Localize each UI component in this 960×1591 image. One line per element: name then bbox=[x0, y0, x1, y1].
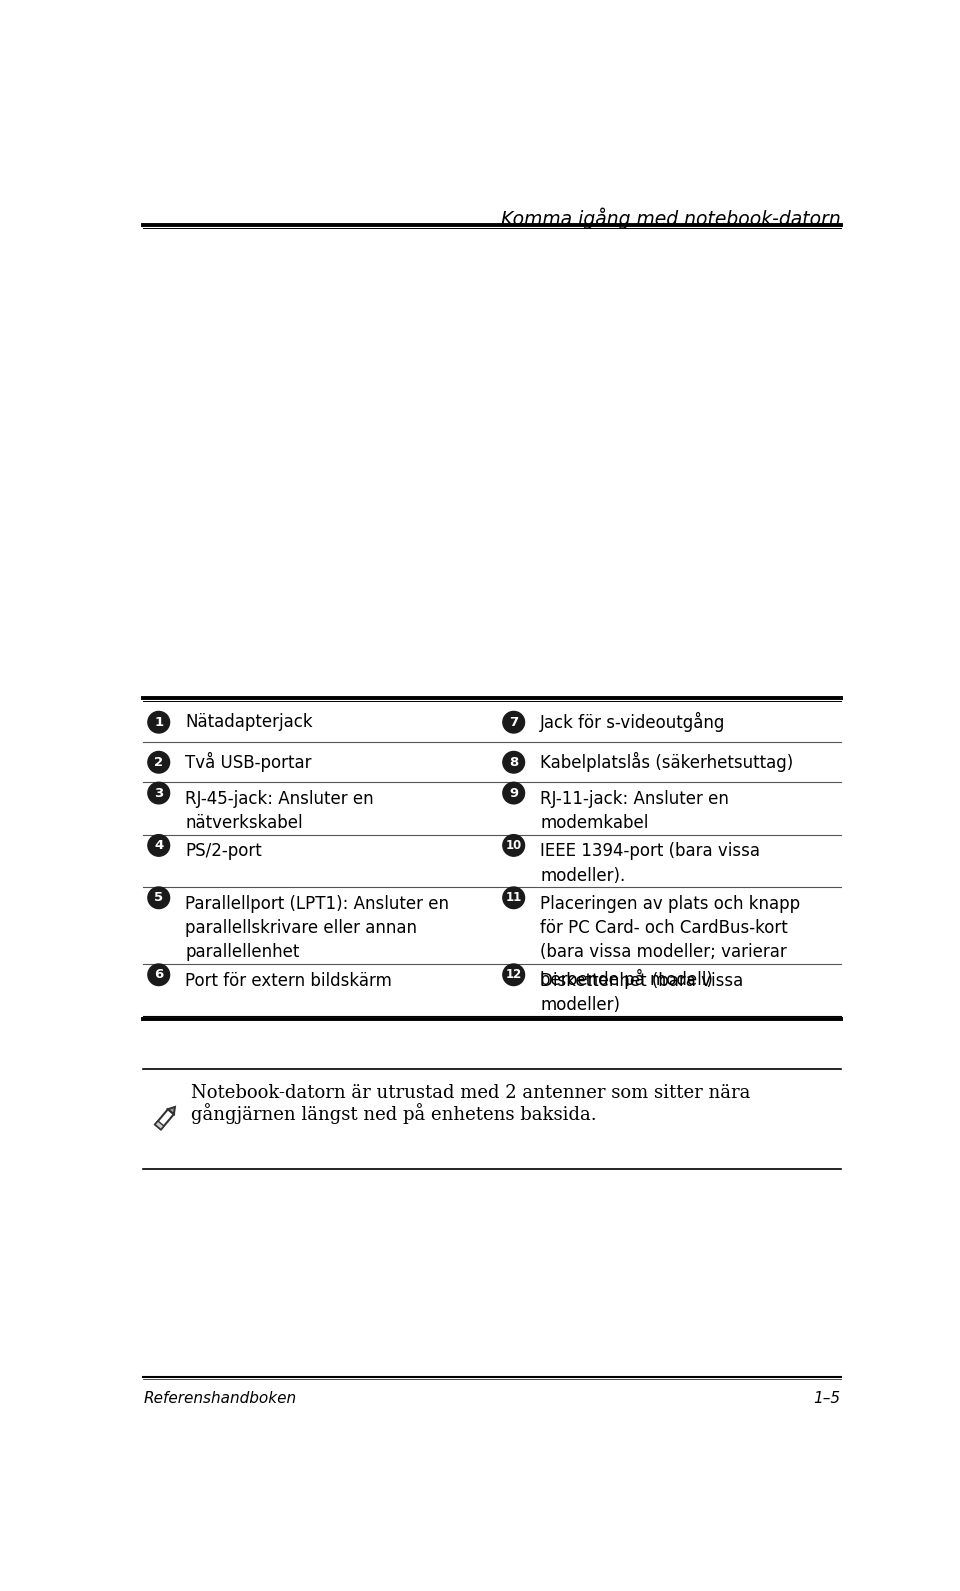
Text: gångjärnen längst ned på enhetens baksida.: gångjärnen längst ned på enhetens baksid… bbox=[191, 1103, 597, 1123]
Text: 8: 8 bbox=[509, 756, 518, 768]
Text: Komma igång med notebook-datorn: Komma igång med notebook-datorn bbox=[501, 208, 841, 229]
Circle shape bbox=[503, 751, 524, 773]
Circle shape bbox=[148, 711, 170, 733]
Polygon shape bbox=[168, 1107, 175, 1114]
Text: 10: 10 bbox=[506, 838, 522, 851]
Polygon shape bbox=[155, 1109, 174, 1130]
Text: 11: 11 bbox=[506, 891, 522, 904]
Text: 3: 3 bbox=[155, 786, 163, 800]
Text: RJ-45-jack: Ansluter en
nätverkskabel: RJ-45-jack: Ansluter en nätverkskabel bbox=[185, 791, 373, 832]
Text: IEEE 1394-port (bara vissa
modeller).: IEEE 1394-port (bara vissa modeller). bbox=[540, 842, 760, 885]
Text: Port för extern bildskärm: Port för extern bildskärm bbox=[185, 972, 392, 990]
Text: Nätadapterjack: Nätadapterjack bbox=[185, 713, 313, 732]
Text: 6: 6 bbox=[155, 969, 163, 982]
Circle shape bbox=[148, 783, 170, 803]
Circle shape bbox=[148, 964, 170, 985]
Circle shape bbox=[503, 783, 524, 803]
Text: 1–5: 1–5 bbox=[814, 1391, 841, 1405]
Circle shape bbox=[148, 835, 170, 856]
Text: 7: 7 bbox=[509, 716, 518, 729]
Text: Placeringen av plats och knapp
för PC Card- och CardBus-kort
(bara vissa modelle: Placeringen av plats och knapp för PC Ca… bbox=[540, 894, 801, 988]
Circle shape bbox=[503, 888, 524, 908]
Text: 1: 1 bbox=[155, 716, 163, 729]
Text: Notebook-datorn är utrustad med 2 antenner som sitter nära: Notebook-datorn är utrustad med 2 antenn… bbox=[191, 1083, 751, 1103]
Text: 9: 9 bbox=[509, 786, 518, 800]
Text: Diskettenhet (bara vissa
modeller): Diskettenhet (bara vissa modeller) bbox=[540, 972, 743, 1013]
Text: 2: 2 bbox=[155, 756, 163, 768]
Text: Kabelplatslås (säkerhetsuttag): Kabelplatslås (säkerhetsuttag) bbox=[540, 753, 793, 772]
Text: Parallellport (LPT1): Ansluter en
parallellskrivare eller annan
parallellenhet: Parallellport (LPT1): Ansluter en parall… bbox=[185, 894, 449, 961]
Text: 4: 4 bbox=[155, 838, 163, 851]
Circle shape bbox=[148, 888, 170, 908]
Text: PS/2-port: PS/2-port bbox=[185, 842, 262, 861]
Circle shape bbox=[148, 751, 170, 773]
Text: RJ-11-jack: Ansluter en
modemkabel: RJ-11-jack: Ansluter en modemkabel bbox=[540, 791, 729, 832]
Text: Referenshandboken: Referenshandboken bbox=[143, 1391, 297, 1405]
Text: Två USB-portar: Två USB-portar bbox=[185, 753, 312, 772]
Polygon shape bbox=[155, 1122, 164, 1130]
Circle shape bbox=[503, 711, 524, 733]
Circle shape bbox=[503, 835, 524, 856]
Text: Jack för s-videoutgång: Jack för s-videoutgång bbox=[540, 713, 726, 732]
Text: 5: 5 bbox=[155, 891, 163, 904]
Circle shape bbox=[503, 964, 524, 985]
Text: 12: 12 bbox=[506, 969, 522, 982]
